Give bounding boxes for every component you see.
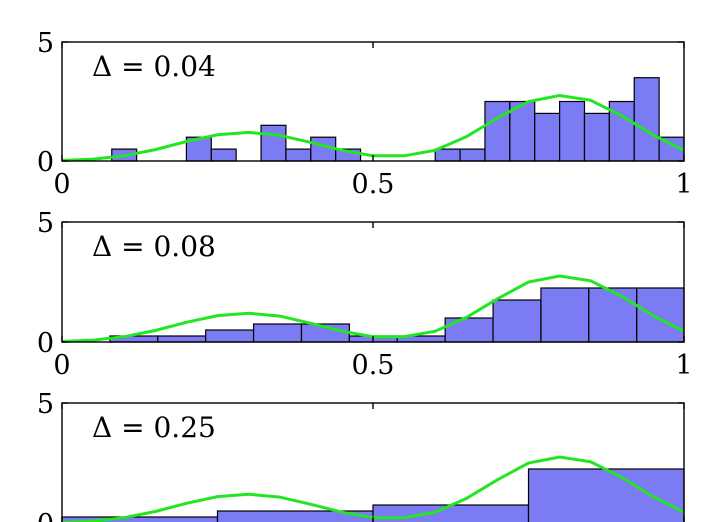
histogram-bar [588,287,638,343]
histogram-bar [252,323,303,343]
histogram-bar [636,287,685,343]
y-tick-label: 5 [37,28,54,59]
y-tick-label: 5 [37,208,54,239]
histogram-bar [540,287,590,343]
x-tick-label: 0.5 [352,350,395,381]
histogram-bar [492,299,542,343]
histogram-bar [633,77,660,162]
histogram-bar [210,148,237,162]
histogram-bar [534,112,561,162]
y-tick-label: 5 [37,389,54,420]
histogram-bar [372,504,530,522]
histogram-bar [444,317,494,343]
histogram-panel-3: 0 5 Δ = 0.25 [37,389,685,522]
histogram-bar [205,329,255,343]
histogram-bar [285,148,312,162]
histogram-bar [484,100,511,162]
bin-width-annotation: Δ = 0.08 [92,230,216,263]
y-tick-label: 0 [37,147,54,178]
x-tick-label: 1 [675,169,692,200]
histogram-bar [459,148,486,162]
histogram-bar [583,112,610,162]
histogram-bar [157,335,207,343]
histogram-panel-1: 0 5 0 0.5 1 Δ = 0.04 [37,28,693,200]
y-tick-label: 0 [37,328,54,359]
histogram-bar [260,124,287,162]
histogram-bar [434,148,461,162]
histogram-panel-2: 0 5 0 0.5 1 Δ = 0.08 [37,208,693,381]
bin-width-annotation: Δ = 0.25 [92,411,216,444]
x-tick-label: 0 [53,169,70,200]
y-tick-label: 0 [37,509,54,522]
bin-width-annotation: Δ = 0.04 [92,50,216,83]
histogram-bar [558,100,586,162]
x-tick-label: 0 [53,350,70,381]
histogram-bar [527,468,685,522]
x-tick-label: 0.5 [352,169,395,200]
x-tick-label: 1 [675,350,692,381]
